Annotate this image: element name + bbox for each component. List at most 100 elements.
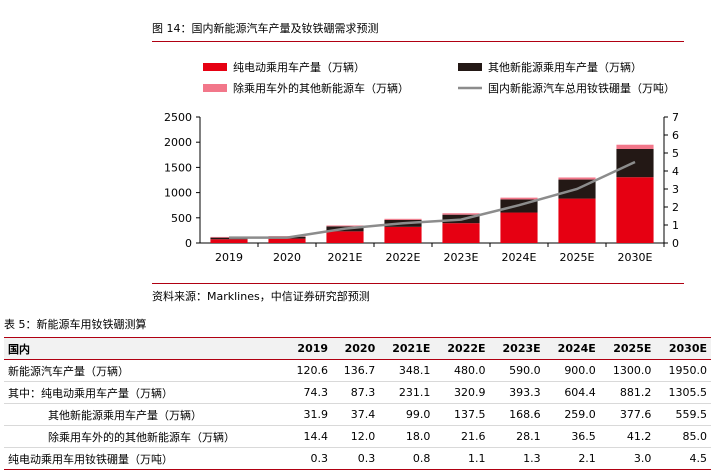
legend-label: 其他新能源乘用车产量（万辆） <box>488 60 642 74</box>
y-right-tick-label: 2 <box>672 201 679 214</box>
table-row: 新能源汽车产量（万辆） 120.6 136.7 348.1 480.0 590.… <box>4 359 711 382</box>
header-cell: 2020 <box>332 337 380 360</box>
y-left-tick-label: 1500 <box>164 161 192 174</box>
y-left-tick-label: 2000 <box>164 136 192 149</box>
bar-segment <box>384 218 422 220</box>
header-cell: 国内 <box>4 337 285 360</box>
table-cell: 231.1 <box>379 381 435 404</box>
table-cell: 1.1 <box>434 447 490 470</box>
y-right-tick-label: 5 <box>672 147 679 160</box>
bar-segment <box>616 144 654 150</box>
table-cell: 320.9 <box>434 381 490 404</box>
header-cell: 2022E <box>434 337 490 360</box>
table-cell: 136.7 <box>332 359 380 382</box>
bar-segment <box>384 226 422 243</box>
table-row: 其他新能源乘用车产量（万辆） 31.9 37.4 99.0 137.5 168.… <box>4 403 711 426</box>
table-cell: 87.3 <box>332 381 380 404</box>
table-title: 表 5：新能源车用钕铁硼测算 <box>4 318 147 331</box>
table-row: 除乘用车外的的其他新能源车（万辆） 14.4 12.0 18.0 21.6 28… <box>4 425 711 448</box>
table-row: 其中：纯电动乘用车产量（万辆） 74.3 87.3 231.1 320.9 39… <box>4 381 711 404</box>
y-right-tick-label: 1 <box>672 219 679 232</box>
legend-label: 除乘用车外的其他新能源车（万辆） <box>233 81 409 95</box>
header-cell: 2025E <box>599 337 656 360</box>
table-cell: 900.0 <box>544 359 600 382</box>
table-cell: 137.5 <box>434 403 490 426</box>
x-tick-label: 2023E <box>444 251 479 264</box>
y-right-tick-label: 7 <box>672 111 679 124</box>
table-cell: 4.5 <box>655 447 711 470</box>
table-cell: 0.8 <box>379 447 435 470</box>
table-cell: 259.0 <box>544 403 600 426</box>
legend-swatch <box>203 63 227 71</box>
legend-swatch <box>458 63 482 71</box>
row-label: 除乘用车外的的其他新能源车（万辆） <box>4 425 285 448</box>
legend-label: 纯电动乘用车产量（万辆） <box>233 60 365 74</box>
table-cell: 41.2 <box>599 425 656 448</box>
bar-segment <box>326 225 364 227</box>
bar-segment <box>268 238 306 243</box>
table-cell: 21.6 <box>434 425 490 448</box>
table-cell: 18.0 <box>379 425 435 448</box>
table-cell: 1.3 <box>489 447 545 470</box>
x-tick-label: 2019 <box>215 251 243 264</box>
table-cell: 85.0 <box>655 425 711 448</box>
bar-segment <box>210 239 248 243</box>
table-cell: 28.1 <box>489 425 545 448</box>
row-label: 其中：纯电动乘用车产量（万辆） <box>4 381 285 404</box>
table-cell: 74.3 <box>284 381 333 404</box>
y-right-tick-label: 6 <box>672 129 679 142</box>
table-cell: 1305.5 <box>655 381 711 404</box>
header-cell: 2021E <box>379 337 435 360</box>
y-right-tick-label: 4 <box>672 165 679 178</box>
x-tick-label: 2021E <box>328 251 363 264</box>
header-cell: 2024E <box>544 337 600 360</box>
x-tick-label: 2030E <box>618 251 653 264</box>
row-label: 其他新能源乘用车产量（万辆） <box>4 403 285 426</box>
table-cell: 3.0 <box>599 447 656 470</box>
table-cell: 31.9 <box>284 403 333 426</box>
table-cell: 393.3 <box>489 381 545 404</box>
table-cell: 1950.0 <box>655 359 711 382</box>
figure-source: 资料来源：Marklines，中信证券研究部预测 <box>152 283 684 304</box>
bar-segment <box>558 177 596 180</box>
x-tick-label: 2022E <box>386 251 421 264</box>
table-cell: 559.5 <box>655 403 711 426</box>
y-left-tick-label: 500 <box>171 212 192 225</box>
y-right-tick-label: 0 <box>672 237 679 250</box>
bar-segment <box>326 231 364 243</box>
y-right-tick-label: 3 <box>672 183 679 196</box>
row-label: 纯电动乘用车用钕铁硼量（万吨） <box>4 447 285 470</box>
table-cell: 0.3 <box>332 447 380 470</box>
y-left-tick-label: 2500 <box>164 111 192 124</box>
x-tick-label: 2020 <box>273 251 301 264</box>
chart: 0 500 1000 1500 2000 2500 0 1 2 3 4 5 6 7 2019 2020 2021… <box>164 60 679 264</box>
table-cell: 120.6 <box>284 359 333 382</box>
table-row: 纯电动乘用车用钕铁硼量（万吨） 0.3 0.3 0.8 1.1 1.3 2.1 … <box>4 447 711 470</box>
x-tick-label: 2025E <box>560 251 595 264</box>
data-table: 国内 2019 2020 2021E 2022E 2023E 2024E 202… <box>4 337 711 470</box>
table-cell: 36.5 <box>544 425 600 448</box>
bar-segment <box>500 197 538 200</box>
line-series <box>229 160 636 239</box>
bar-segment <box>558 198 596 243</box>
figure-title: 图 14：国内新能源汽车产量及钕铁硼需求预测 <box>152 22 684 42</box>
table-header-row: 国内 2019 2020 2021E 2022E 2023E 2024E 202… <box>4 337 711 360</box>
header-cell: 2019 <box>284 337 333 360</box>
table-cell: 881.2 <box>599 381 656 404</box>
bar-segment <box>500 212 538 243</box>
legend-label: 国内新能源汽车总用钕铁硼量（万吨） <box>488 81 675 95</box>
table-cell: 168.6 <box>489 403 545 426</box>
y-left-tick-label: 0 <box>185 237 192 250</box>
header-cell: 2030E <box>655 337 711 360</box>
y-left-tick-label: 1000 <box>164 187 192 200</box>
table-cell: 0.3 <box>284 447 333 470</box>
row-label: 新能源汽车产量（万辆） <box>4 359 285 382</box>
table-cell: 377.6 <box>599 403 656 426</box>
bar-segment <box>442 213 480 215</box>
legend-swatch <box>203 84 227 92</box>
bar-segment <box>442 223 480 243</box>
x-tick-label: 2024E <box>502 251 537 264</box>
table-cell: 1300.0 <box>599 359 656 382</box>
bar-segment <box>616 177 654 243</box>
header-cell: 2023E <box>489 337 545 360</box>
